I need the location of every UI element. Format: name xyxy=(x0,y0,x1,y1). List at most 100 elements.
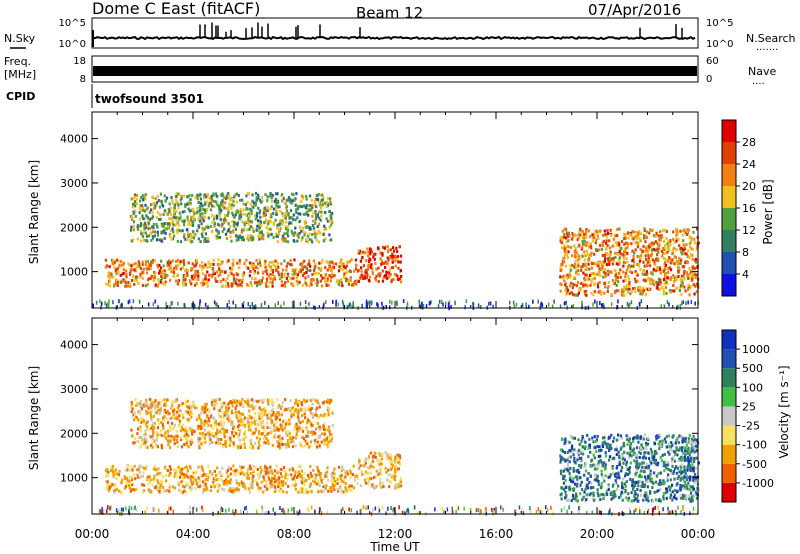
echo-cell xyxy=(229,266,232,270)
echo-cell xyxy=(204,237,207,241)
echo-cell xyxy=(378,462,381,466)
echo-cell xyxy=(228,197,232,201)
echo-cell xyxy=(194,277,197,281)
echo-cell xyxy=(693,272,696,276)
echo-cell xyxy=(256,284,259,288)
echo-cell xyxy=(351,473,355,476)
echo-cell xyxy=(167,412,170,416)
echo-cell xyxy=(655,269,658,273)
echo-cell xyxy=(389,453,392,457)
echo-cell xyxy=(305,265,308,269)
echo-cell xyxy=(577,245,580,248)
echo-cell xyxy=(612,237,615,241)
echo-cell xyxy=(222,202,225,206)
echo-cell xyxy=(202,427,205,431)
echo-cell xyxy=(581,254,584,258)
ground-echo-cell xyxy=(152,302,155,307)
echo-cell xyxy=(385,470,388,474)
echo-cell xyxy=(282,475,285,479)
echo-cell xyxy=(623,450,626,454)
echo-cell xyxy=(227,415,230,419)
echo-cell xyxy=(246,398,249,402)
echo-cell xyxy=(275,478,278,482)
echo-cell xyxy=(256,400,259,403)
echo-cell xyxy=(142,208,145,212)
echo-cell xyxy=(241,235,244,239)
echo-cell xyxy=(162,485,165,489)
echo-cell xyxy=(159,266,162,270)
echo-cell xyxy=(212,262,215,266)
echo-cell xyxy=(378,452,381,456)
echo-cell xyxy=(110,273,113,277)
echo-cell xyxy=(628,280,631,284)
echo-cell xyxy=(137,410,140,414)
echo-cell xyxy=(202,490,205,494)
echo-cell xyxy=(247,284,250,288)
echo-cell xyxy=(574,247,577,250)
echo-cell xyxy=(593,252,596,256)
echo-cell xyxy=(287,439,290,442)
echo-cell xyxy=(207,278,210,282)
echo-cell xyxy=(655,265,658,269)
echo-cell xyxy=(300,490,303,494)
echo-cell xyxy=(170,270,173,274)
echo-cell xyxy=(285,276,288,280)
echo-cell xyxy=(156,263,159,267)
echo-cell xyxy=(252,431,255,435)
echo-cell xyxy=(242,405,245,408)
echo-cell xyxy=(632,264,635,268)
echo-cell xyxy=(176,274,179,278)
echo-cell xyxy=(242,208,245,212)
echo-cell xyxy=(276,428,279,432)
echo-cell xyxy=(130,465,133,469)
echo-cell xyxy=(186,443,189,447)
echo-cell xyxy=(685,260,688,263)
echo-cell xyxy=(371,457,374,461)
echo-cell xyxy=(661,254,664,258)
echo-cell xyxy=(183,210,186,213)
echo-cell xyxy=(210,194,213,198)
echo-cell xyxy=(326,466,329,470)
echo-cell xyxy=(269,417,272,421)
echo-cell xyxy=(165,227,168,231)
echo-cell xyxy=(678,289,681,293)
echo-cell xyxy=(246,228,249,232)
ground-echo-cell xyxy=(489,301,492,306)
echo-cell xyxy=(323,476,326,480)
echo-cell xyxy=(201,283,204,287)
ground-echo-cell xyxy=(448,300,451,305)
echo-cell xyxy=(131,407,134,411)
echo-cell xyxy=(297,429,300,433)
echo-cell xyxy=(611,245,614,249)
echo-cell xyxy=(565,292,568,296)
echo-cell xyxy=(210,485,213,489)
echo-cell xyxy=(262,214,265,218)
echo-cell xyxy=(314,475,317,478)
echo-cell xyxy=(299,225,302,229)
echo-cell xyxy=(664,274,667,278)
echo-cell xyxy=(307,418,310,422)
echo-cell xyxy=(311,430,314,434)
echo-cell xyxy=(221,269,224,273)
echo-cell xyxy=(227,207,230,211)
echo-cell xyxy=(365,259,368,263)
echo-cell xyxy=(170,434,173,438)
echo-cell xyxy=(154,197,157,201)
echo-cell xyxy=(211,415,214,419)
ground-echo-cell xyxy=(280,304,282,309)
echo-cell xyxy=(265,280,269,284)
echo-cell xyxy=(289,209,293,213)
echo-cell xyxy=(296,411,299,415)
echo-cell xyxy=(261,199,264,203)
echo-cell xyxy=(182,283,185,287)
echo-cell xyxy=(294,401,297,405)
echo-cell xyxy=(276,481,279,485)
echo-cell xyxy=(155,485,158,489)
echo-cell xyxy=(262,413,265,417)
echo-cell xyxy=(152,427,156,430)
echo-cell xyxy=(689,252,692,256)
echo-cell xyxy=(626,451,629,455)
echo-cell xyxy=(272,423,276,427)
echo-cell xyxy=(136,439,139,443)
echo-cell xyxy=(211,220,214,224)
